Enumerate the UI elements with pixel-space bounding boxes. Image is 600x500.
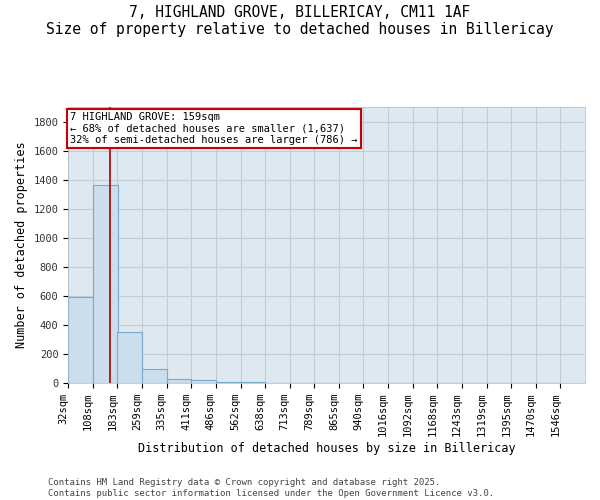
- Bar: [167, 378, 191, 383]
- Bar: [93, 185, 118, 383]
- Text: Contains HM Land Registry data © Crown copyright and database right 2025.
Contai: Contains HM Land Registry data © Crown c…: [48, 478, 494, 498]
- Bar: [118, 332, 142, 383]
- Text: 7, HIGHLAND GROVE, BILLERICAY, CM11 1AF
Size of property relative to detached ho: 7, HIGHLAND GROVE, BILLERICAY, CM11 1AF …: [46, 5, 554, 38]
- Bar: [191, 380, 216, 383]
- Y-axis label: Number of detached properties: Number of detached properties: [15, 142, 28, 348]
- X-axis label: Distribution of detached houses by size in Billericay: Distribution of detached houses by size …: [138, 442, 515, 455]
- Text: 7 HIGHLAND GROVE: 159sqm
← 68% of detached houses are smaller (1,637)
32% of sem: 7 HIGHLAND GROVE: 159sqm ← 68% of detach…: [70, 112, 358, 145]
- Bar: [216, 382, 241, 383]
- Bar: [142, 369, 167, 383]
- Bar: [68, 298, 93, 383]
- Bar: [241, 382, 265, 383]
